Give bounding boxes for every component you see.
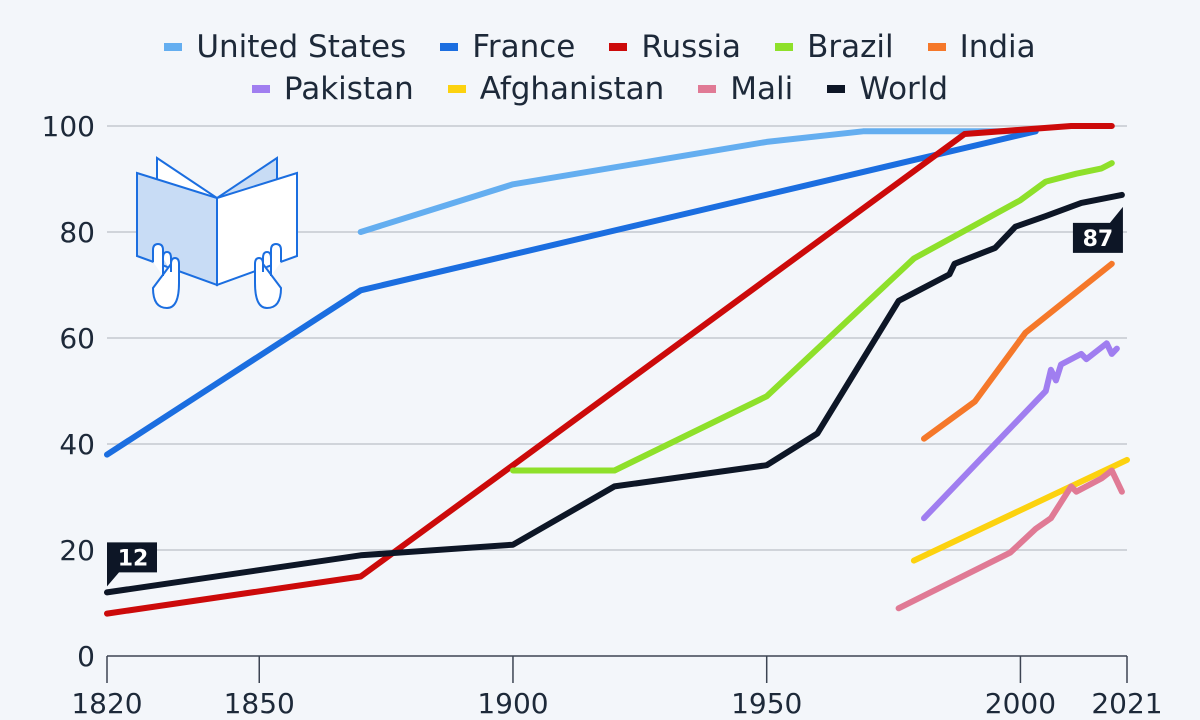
legend-swatch xyxy=(164,43,183,51)
legend-swatch xyxy=(447,85,466,93)
legend-item-pakistan[interactable]: Pakistan xyxy=(251,71,414,107)
callout-label: 12 xyxy=(118,546,149,571)
y-tick-label: 20 xyxy=(59,534,95,567)
legend-label: Russia xyxy=(641,29,742,65)
legend-item-france[interactable]: France xyxy=(440,29,575,65)
legend-label: Afghanistan xyxy=(479,71,665,107)
legend-label: India xyxy=(959,29,1036,65)
legend-swatch xyxy=(927,43,946,51)
legend-item-brazil[interactable]: Brazil xyxy=(775,29,894,65)
legend-item-afghanistan[interactable]: Afghanistan xyxy=(447,71,665,107)
legend-swatch xyxy=(775,43,794,51)
series-line-world xyxy=(104,191,1125,596)
legend-label: France xyxy=(472,29,576,65)
legend-item-mali[interactable]: Mali xyxy=(698,71,793,107)
x-tick-label: 2021 xyxy=(1091,687,1162,720)
legend-label: World xyxy=(859,71,949,107)
legend-label: Brazil xyxy=(807,29,894,65)
legend-swatch xyxy=(698,85,717,93)
legend-swatch xyxy=(609,43,628,51)
series-lines xyxy=(104,123,1130,617)
data-callouts: 12 87 xyxy=(107,206,1123,587)
x-tick-label: 1850 xyxy=(224,687,295,720)
series-line-mali xyxy=(895,467,1125,612)
x-tick-label: 1820 xyxy=(71,687,142,720)
legend-label: United States xyxy=(196,29,407,65)
legend-item-united-states[interactable]: United States xyxy=(164,29,406,65)
legend: United States France Russia Brazil India Paki… xyxy=(0,26,1200,110)
series-line-afghanistan xyxy=(910,456,1130,564)
series-line-pakistan xyxy=(921,340,1120,522)
open-book-hands-icon xyxy=(136,156,298,310)
series-line-france xyxy=(104,128,1039,458)
legend-item-world[interactable]: World xyxy=(827,71,948,107)
legend-item-russia[interactable]: Russia xyxy=(609,29,741,65)
series-line-india xyxy=(921,260,1115,442)
callout-label: 87 xyxy=(1083,227,1114,252)
legend-swatch xyxy=(440,43,459,51)
x-tick-label: 1900 xyxy=(477,687,548,720)
x-tick-label: 2000 xyxy=(985,687,1056,720)
y-tick-label: 80 xyxy=(59,216,95,249)
legend-label: Pakistan xyxy=(283,71,414,107)
legend-swatch xyxy=(827,85,846,93)
y-tick-label: 0 xyxy=(77,640,95,673)
y-tick-label: 60 xyxy=(59,322,95,355)
callout-87: 87 xyxy=(1072,206,1123,253)
y-tick-label: 100 xyxy=(42,110,95,143)
legend-item-india[interactable]: India xyxy=(927,29,1036,65)
callout-12: 12 xyxy=(107,542,157,587)
series-line-russia xyxy=(104,123,1115,617)
x-tick-label: 1950 xyxy=(731,687,802,720)
legend-label: Mali xyxy=(730,71,794,107)
y-tick-label: 40 xyxy=(59,428,95,461)
series-line-united-states xyxy=(357,128,1039,235)
legend-swatch xyxy=(251,85,270,93)
axes: 0 20 40 60 80 100 1820 1850 1900 1950 2000 2021 xyxy=(42,110,1163,720)
legend-row: Pakistan Afghanistan Mali World xyxy=(0,68,1200,110)
series-line-brazil xyxy=(510,160,1115,474)
legend-row: United States France Russia Brazil India xyxy=(0,26,1200,68)
